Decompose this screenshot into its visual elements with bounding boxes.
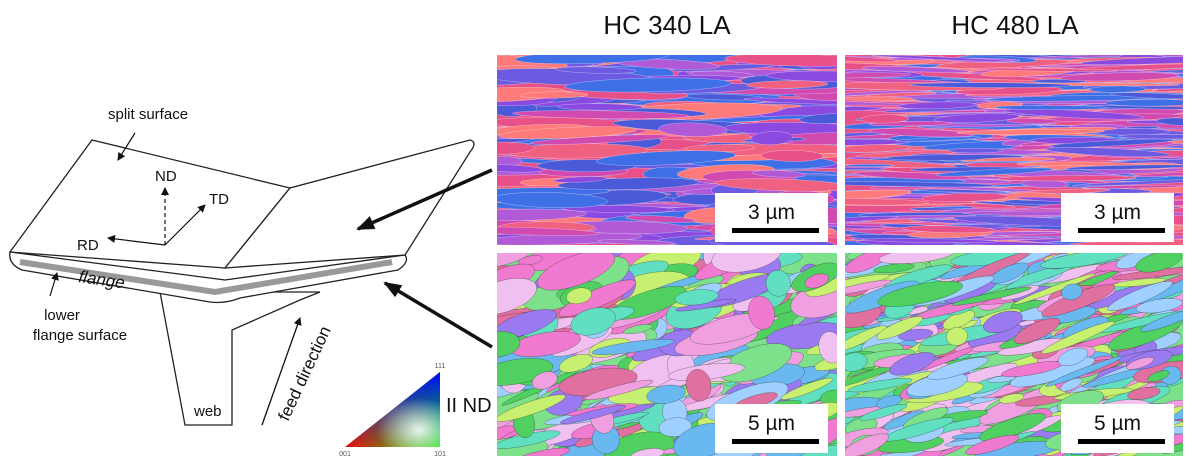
scale-bar (1078, 439, 1165, 444)
scale-label: 5 µm (1094, 412, 1141, 435)
scale-label: 3 µm (1094, 201, 1141, 224)
ipf-legend (340, 370, 445, 450)
figure: HC 340 LA HC 480 LA split surface ND TD … (0, 0, 1185, 459)
grain (847, 164, 894, 167)
legend-title: II ND (446, 395, 492, 417)
grain (948, 148, 1003, 153)
label: ND (155, 168, 177, 185)
scale-bar (732, 228, 819, 233)
label: RD (77, 237, 99, 254)
scale-label: 3 µm (748, 201, 795, 224)
ebsd-panels: 3 µm 3 µm 5 µm 5 µm (417, 48, 1185, 459)
column-title: HC 480 LA (951, 10, 1079, 40)
grain (994, 105, 1107, 110)
scale-bar (732, 439, 819, 444)
label: feed direction (274, 323, 334, 424)
pointer (50, 273, 57, 296)
big-arrow (385, 283, 492, 347)
label: web (193, 403, 222, 420)
scale-label: 5 µm (748, 412, 795, 435)
label: split surface (108, 106, 188, 123)
column-title: HC 340 LA (603, 10, 731, 40)
legend-label: 001 (339, 451, 351, 458)
legend-label: 111 (435, 363, 446, 370)
ebsd-map (417, 48, 901, 250)
label: lower (44, 307, 80, 324)
label: TD (209, 191, 229, 208)
label: flange surface (33, 327, 127, 344)
scale-bar (1078, 228, 1165, 233)
legend-label: 101 (434, 451, 446, 458)
